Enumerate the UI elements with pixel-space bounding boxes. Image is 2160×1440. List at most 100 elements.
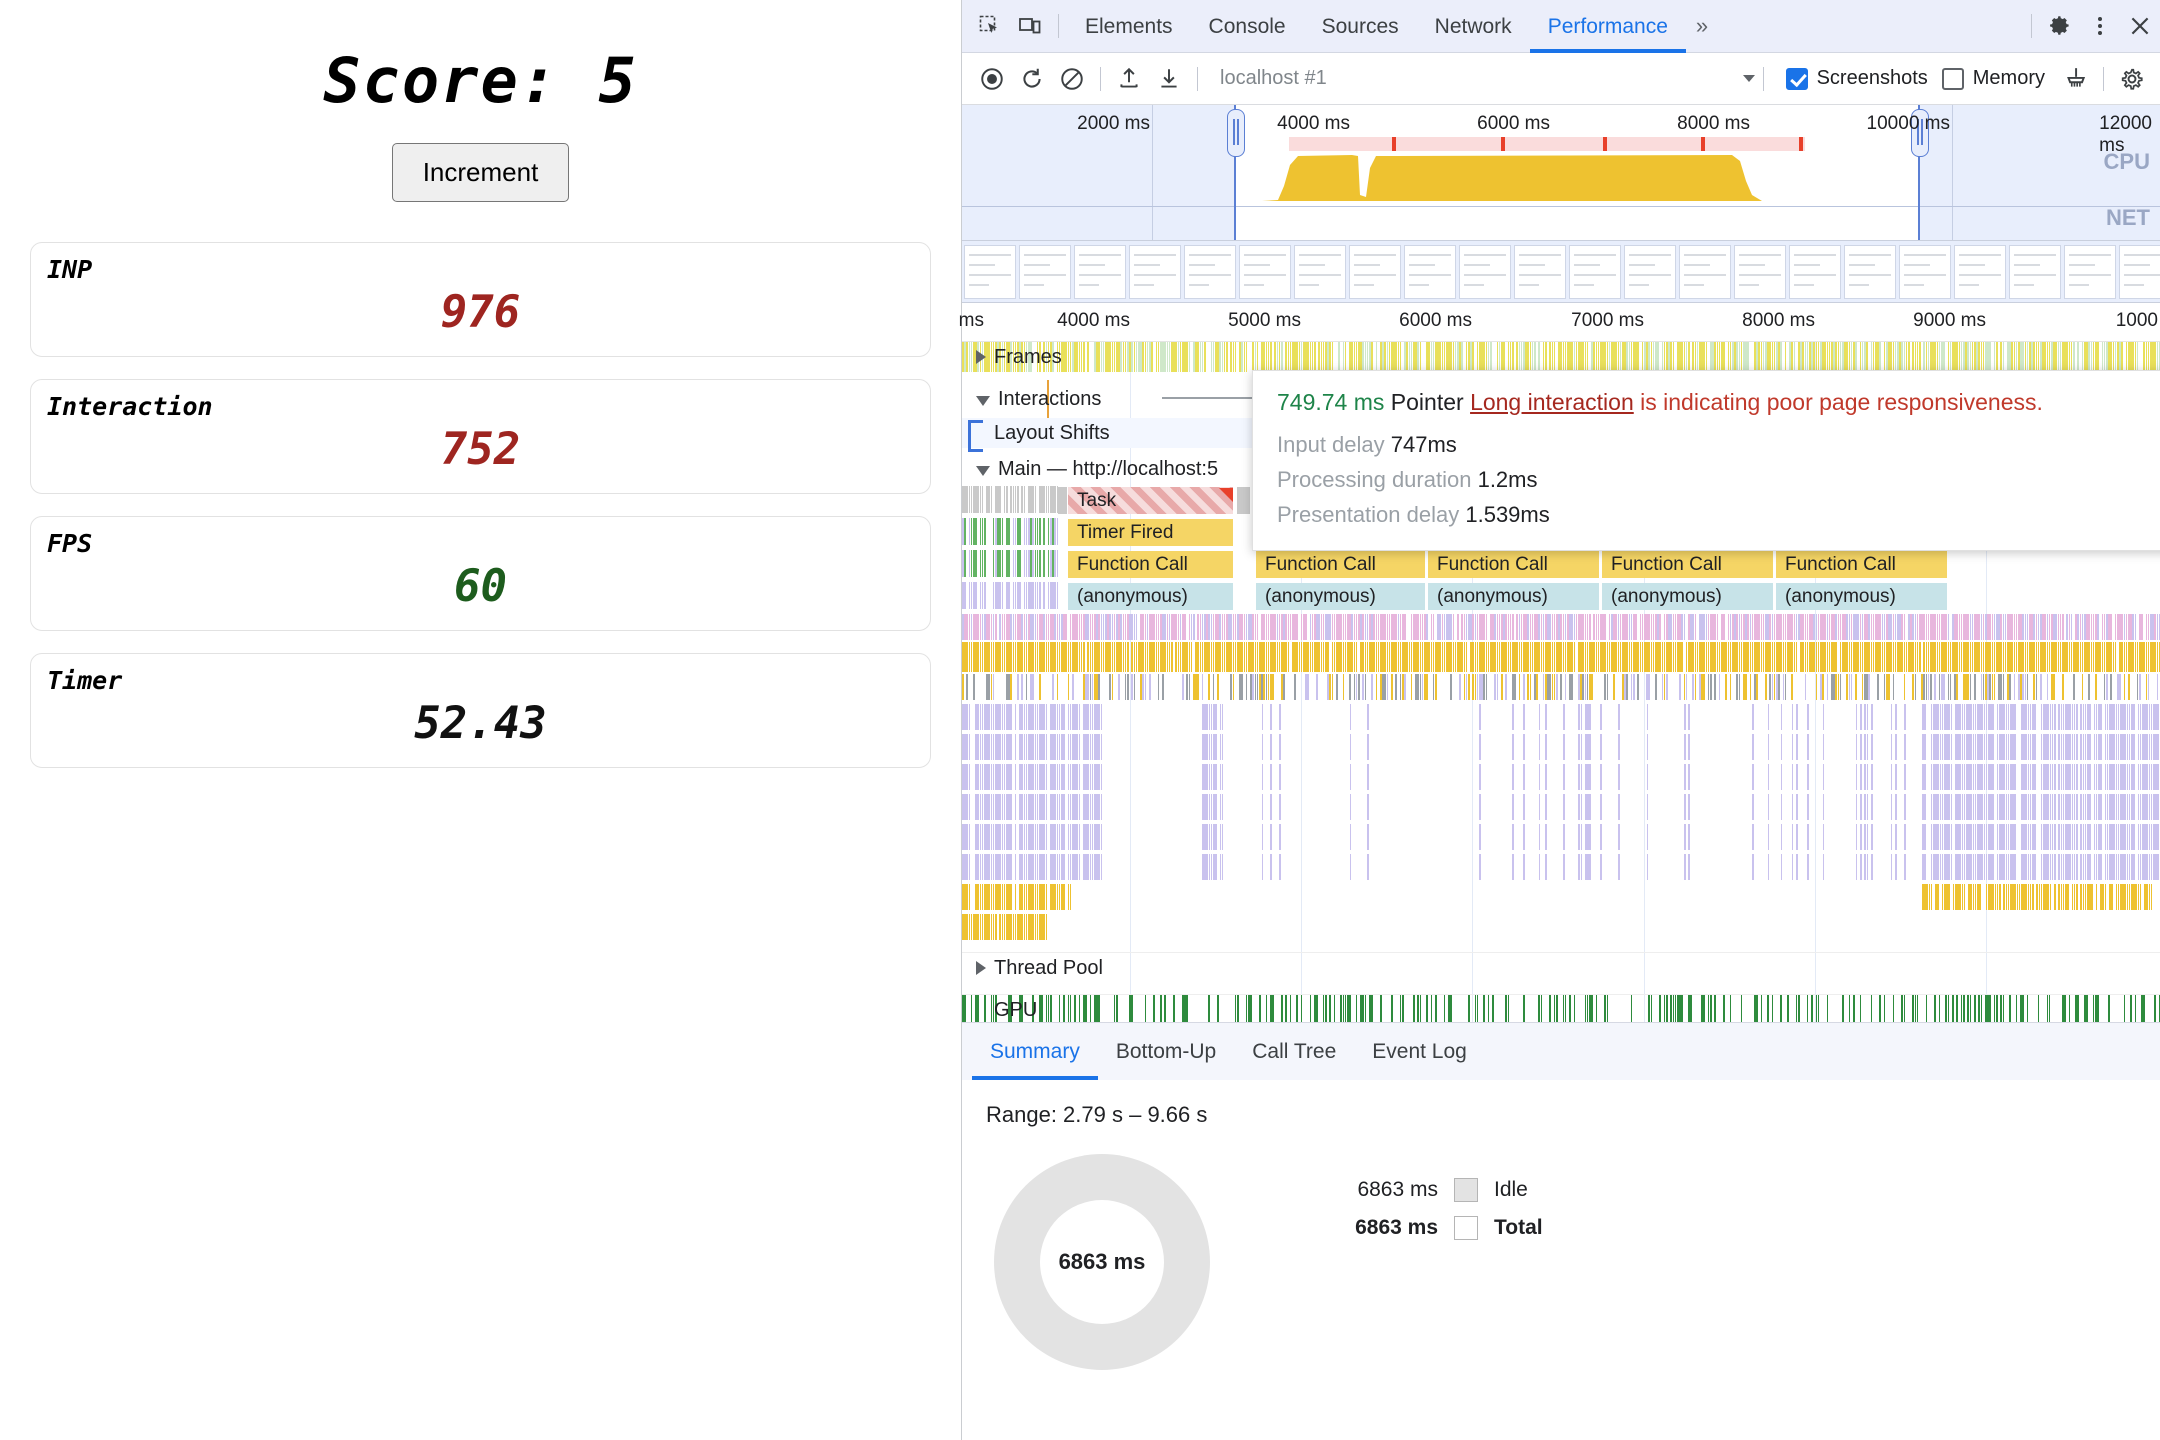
increment-button[interactable]: Increment xyxy=(391,143,570,202)
flame-block-timer-fired[interactable]: Timer Fired xyxy=(1068,519,1234,546)
flame-block-function-call[interactable]: Function Call xyxy=(1776,551,1948,578)
gear-icon[interactable] xyxy=(2040,7,2080,45)
metric-card-inp: INP 976 xyxy=(30,242,931,357)
overview-cpu-chart xyxy=(962,155,2160,201)
track-main[interactable]: Main — http://localhost:5 xyxy=(962,454,2160,484)
record-icon[interactable] xyxy=(972,60,1012,98)
tab-summary[interactable]: Summary xyxy=(972,1024,1098,1080)
filmstrip-thumb[interactable] xyxy=(1349,244,1401,299)
clear-icon[interactable] xyxy=(1052,60,1092,98)
filmstrip-thumb[interactable] xyxy=(1184,244,1236,299)
flame-block-anonymous[interactable]: (anonymous) xyxy=(1428,583,1600,610)
filmstrip-thumb[interactable] xyxy=(1294,244,1346,299)
filmstrip-thumb[interactable] xyxy=(1899,244,1951,299)
timeline-tick: 5000 ms xyxy=(1228,310,1301,331)
filmstrip-thumb[interactable] xyxy=(2119,244,2160,299)
tab-event-log[interactable]: Event Log xyxy=(1372,1040,1467,1063)
summary-panel: Range: 2.79 s – 9.66 s 6863 ms 6863 ms I… xyxy=(962,1080,2160,1440)
filmstrip-thumb[interactable] xyxy=(1074,244,1126,299)
flame-row-fn[interactable]: Function Call Function Call Function Cal… xyxy=(962,550,2160,580)
memory-checkbox[interactable]: Memory xyxy=(1941,67,2045,90)
filmstrip-thumb[interactable] xyxy=(2064,244,2116,299)
flame-block-label: Function Call xyxy=(1785,554,1896,575)
filmstrip-thumb[interactable] xyxy=(1679,244,1731,299)
reload-record-icon[interactable] xyxy=(1012,60,1052,98)
target-select[interactable]: localhost #1 xyxy=(1220,67,1327,90)
filmstrip-thumb[interactable] xyxy=(1844,244,1896,299)
long-interaction-link[interactable]: Long interaction xyxy=(1470,389,1634,415)
selection-edge-right[interactable] xyxy=(1918,105,1920,240)
interaction-tooltip: 749.74 ms Pointer Long interaction is in… xyxy=(1252,370,2160,551)
filmstrip[interactable] xyxy=(962,241,2160,303)
expand-triangle-icon[interactable] xyxy=(976,961,986,975)
collect-garbage-icon[interactable] xyxy=(2055,60,2095,98)
legend-row-total[interactable]: 6863 ms Total xyxy=(1320,1216,1543,1240)
track-gpu[interactable]: GPU xyxy=(962,994,2160,1022)
flame-row-task[interactable]: Task xyxy=(962,486,2160,516)
devtools-panel: Elements Console Sources Network Perform… xyxy=(959,0,2160,1440)
flame-block-anonymous[interactable]: (anonymous) xyxy=(1776,583,1948,610)
checkbox-box[interactable] xyxy=(1785,67,1808,90)
expand-triangle-icon[interactable] xyxy=(976,350,986,364)
flame-block[interactable] xyxy=(1237,487,1251,514)
filmstrip-thumb[interactable] xyxy=(1789,244,1841,299)
flame-dense-rows[interactable] xyxy=(962,614,2160,944)
flame-row-anon[interactable]: (anonymous) (anonymous) (anonymous) (ano… xyxy=(962,582,2160,612)
filmstrip-thumb[interactable] xyxy=(1624,244,1676,299)
selection-handle-right[interactable] xyxy=(1911,109,1929,157)
chevron-down-icon[interactable] xyxy=(1742,75,1755,82)
selection-handle-left[interactable] xyxy=(1227,109,1245,157)
metric-label: Timer xyxy=(47,666,123,695)
flame-block-anonymous[interactable]: (anonymous) xyxy=(1256,583,1426,610)
flame-block-function-call[interactable]: Function Call xyxy=(1428,551,1600,578)
filmstrip-thumb[interactable] xyxy=(2009,244,2061,299)
checkbox-box[interactable] xyxy=(1941,67,1964,90)
legend-value: 6863 ms xyxy=(1357,1178,1438,1201)
filmstrip-thumb[interactable] xyxy=(1404,244,1456,299)
inspect-icon[interactable] xyxy=(970,7,1010,45)
tab-console[interactable]: Console xyxy=(1208,14,1286,38)
screenshots-checkbox[interactable]: Screenshots xyxy=(1785,67,1928,90)
tab-sources[interactable]: Sources xyxy=(1321,14,1399,38)
selection-edge-left[interactable] xyxy=(1234,105,1236,240)
filmstrip-thumb[interactable] xyxy=(1569,244,1621,299)
filmstrip-thumb[interactable] xyxy=(1459,244,1511,299)
close-icon[interactable] xyxy=(2120,7,2160,45)
tab-network[interactable]: Network xyxy=(1434,14,1512,38)
flame-chart[interactable]: Frames Interactions Lay xyxy=(962,342,2160,1022)
flame-block-function-call[interactable]: Function Call xyxy=(1256,551,1426,578)
filmstrip-thumb[interactable] xyxy=(1734,244,1786,299)
tab-performance[interactable]: Performance xyxy=(1529,0,1686,53)
tab-bottom-up[interactable]: Bottom-Up xyxy=(1115,1040,1217,1063)
timeline-overview[interactable]: 2000 ms 4000 ms 6000 ms 8000 ms 10000 ms… xyxy=(962,105,2160,241)
kebab-menu-icon[interactable] xyxy=(2080,7,2120,45)
device-toolbar-icon[interactable] xyxy=(1010,7,1050,45)
flame-block-anonymous[interactable]: (anonymous) xyxy=(1068,583,1234,610)
flame-block-function-call[interactable]: Function Call xyxy=(1068,551,1234,578)
tab-call-tree[interactable]: Call Tree xyxy=(1252,1040,1337,1063)
more-tabs-icon[interactable]: » xyxy=(1695,13,1709,38)
metric-label: Interaction xyxy=(47,392,213,421)
collapse-triangle-icon[interactable] xyxy=(976,395,990,406)
flame-block-function-call[interactable]: Function Call xyxy=(1602,551,1774,578)
filmstrip-thumb[interactable] xyxy=(964,244,1016,299)
track-thread-pool[interactable]: Thread Pool xyxy=(962,952,2160,983)
filmstrip-thumb[interactable] xyxy=(1954,244,2006,299)
legend-row-idle[interactable]: 6863 ms Idle xyxy=(1320,1178,1543,1202)
filmstrip-thumb[interactable] xyxy=(1019,244,1071,299)
track-frames[interactable]: Frames xyxy=(962,342,2160,372)
filmstrip-thumb[interactable] xyxy=(1514,244,1566,299)
filmstrip-thumb[interactable] xyxy=(1239,244,1291,299)
summary-donut-chart: 6863 ms xyxy=(994,1154,1210,1370)
upload-profile-icon[interactable] xyxy=(1109,60,1149,98)
capture-settings-gear-icon[interactable] xyxy=(2112,60,2152,98)
flame-block-task[interactable]: Task xyxy=(1068,487,1234,514)
download-profile-icon[interactable] xyxy=(1149,60,1189,98)
collapse-triangle-icon[interactable] xyxy=(976,465,990,476)
flame-block[interactable] xyxy=(1058,487,1068,514)
flame-block-anonymous[interactable]: (anonymous) xyxy=(1602,583,1774,610)
summary-tabbar: Summary Bottom-Up Call Tree Event Log xyxy=(962,1022,2160,1080)
tab-elements[interactable]: Elements xyxy=(1085,14,1173,38)
filmstrip-thumb[interactable] xyxy=(1129,244,1181,299)
flame-row-timer[interactable]: Timer Fired xyxy=(962,518,2160,548)
